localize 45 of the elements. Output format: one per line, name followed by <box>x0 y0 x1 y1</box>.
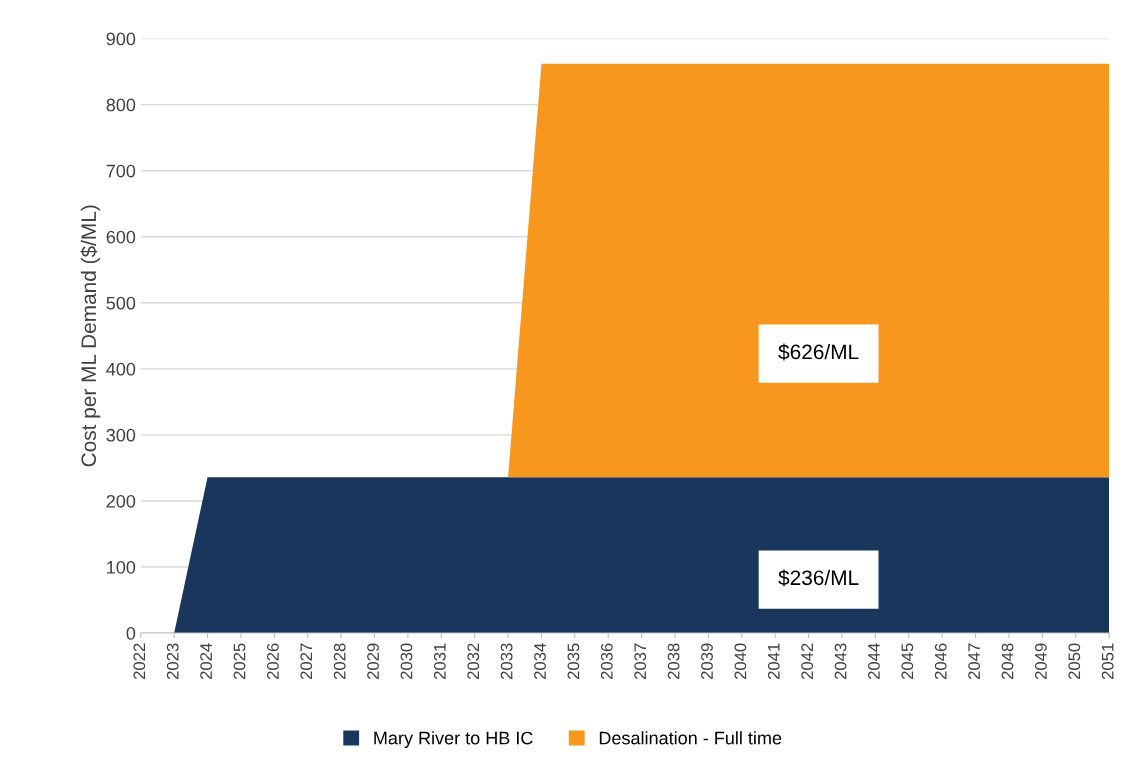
x-tick-label: 2044 <box>868 643 880 679</box>
y-tick-label: 300 <box>106 428 136 442</box>
y-tick-label: 100 <box>107 560 136 574</box>
x-tick-label: 2029 <box>367 643 379 679</box>
y-tick-label: 700 <box>106 164 136 178</box>
x-tick-label: 2028 <box>333 643 346 679</box>
x-tick-label: 2050 <box>1068 643 1081 679</box>
x-tick-label: 2040 <box>734 643 747 679</box>
x-tick-label: 2036 <box>600 643 613 679</box>
y-tick-label: 900 <box>106 32 136 46</box>
x-tick-label: 2022 <box>133 643 146 679</box>
x-tick-label: 2043 <box>834 643 847 679</box>
y-tick-label: 500 <box>106 296 136 310</box>
y-tick-label: 400 <box>106 362 136 376</box>
y-axis-title: Cost per ML Demand ($/ML) <box>80 205 101 467</box>
x-tick-label: 2023 <box>166 643 179 679</box>
y-tick-label: 0 <box>126 626 136 640</box>
x-tick-label: 2034 <box>534 643 546 679</box>
x-tick-label: 2030 <box>400 643 413 679</box>
legend-label: Mary River to HB IC <box>374 731 533 749</box>
x-tick-label: 2039 <box>701 643 713 679</box>
x-tick-label: 2045 <box>901 643 914 679</box>
x-tick-label: 2027 <box>300 643 313 679</box>
x-tick-label: 2035 <box>567 643 580 679</box>
legend-label: Desalination - Full time <box>599 731 782 745</box>
x-tick-label: 2038 <box>667 643 680 679</box>
annotation: $626/ML <box>778 343 859 361</box>
x-tick-label: 2032 <box>467 643 480 679</box>
x-tick-label: 2047 <box>968 643 981 679</box>
x-tick-label: 2033 <box>500 643 513 679</box>
x-tick-label: 2024 <box>200 643 213 679</box>
x-tick-label: 2048 <box>1001 643 1014 679</box>
y-tick-label: 200 <box>106 494 136 508</box>
annotation: $236/ML <box>778 569 859 587</box>
x-tick-label: 2046 <box>934 643 947 679</box>
x-tick-label: 2031 <box>433 643 446 679</box>
x-tick-label: 2041 <box>767 643 780 679</box>
y-tick-label: 600 <box>106 230 136 244</box>
x-tick-label: 2049 <box>1035 643 1047 679</box>
x-tick-label: 2026 <box>266 643 279 679</box>
x-tick-label: 2025 <box>233 643 246 679</box>
x-tick-label: 2051 <box>1101 643 1114 679</box>
x-tick-label: 2042 <box>801 643 814 679</box>
y-tick-label: 800 <box>106 98 136 112</box>
x-tick-label: 2037 <box>634 643 647 679</box>
